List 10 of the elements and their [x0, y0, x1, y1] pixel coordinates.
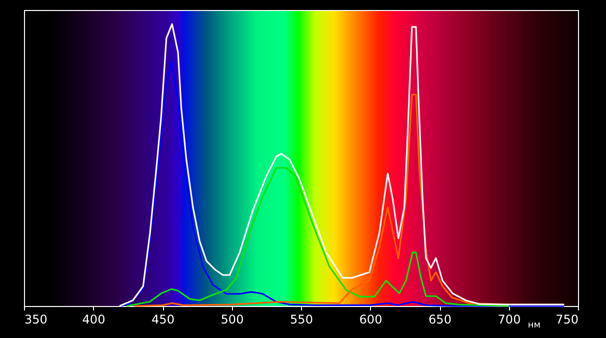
x-axis-title: нм: [528, 320, 540, 330]
x-tick-label: 500: [220, 312, 244, 326]
x-tick-label: 350: [24, 312, 48, 326]
x-tick-label: 450: [152, 312, 174, 326]
x-tick-label: 400: [82, 312, 106, 326]
x-tick-label: 600: [359, 312, 382, 326]
x-tick-label: 650: [428, 312, 452, 326]
x-tick-label: 700: [498, 312, 521, 326]
x-tick-label: 550: [290, 312, 313, 326]
x-tick-label: 750: [556, 312, 578, 326]
